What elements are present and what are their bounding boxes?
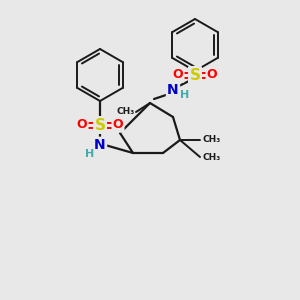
Text: H: H [85,149,94,159]
Text: S: S [190,68,200,82]
Text: H: H [180,90,190,100]
Text: O: O [173,68,183,82]
Text: S: S [94,118,106,133]
Text: N: N [94,138,106,152]
Text: O: O [207,68,217,82]
Text: CH₃: CH₃ [203,152,221,161]
Text: O: O [113,118,123,131]
Text: CH₃: CH₃ [117,106,135,116]
Text: N: N [167,83,179,97]
Text: CH₃: CH₃ [203,136,221,145]
Text: O: O [77,118,87,131]
